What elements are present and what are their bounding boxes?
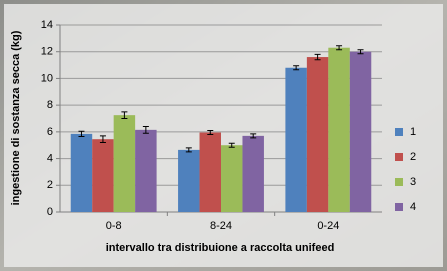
legend-label: 1 — [410, 126, 416, 138]
bar — [307, 57, 328, 212]
y-tick-label: 2 — [47, 179, 53, 191]
bar — [92, 139, 113, 212]
chart: ingestione di sostanza secca (kg) interv… — [0, 0, 447, 271]
legend-label: 2 — [410, 151, 416, 163]
bar — [285, 68, 306, 212]
x-tick-label: 8-24 — [210, 220, 232, 232]
bar — [242, 136, 263, 212]
bar — [71, 134, 92, 212]
legend-label: 4 — [410, 201, 416, 213]
x-axis-title: intervallo tra distribuione a raccolta u… — [106, 242, 335, 254]
y-tick-label: 14 — [41, 19, 53, 31]
y-tick-label: 12 — [41, 46, 53, 58]
bar — [221, 145, 242, 212]
y-tick-label: 6 — [47, 126, 53, 138]
bar — [328, 48, 349, 212]
bar — [114, 115, 135, 212]
bar — [135, 130, 156, 212]
bar — [350, 52, 371, 212]
y-tick-label: 10 — [41, 72, 53, 84]
page: ingestione di sostanza secca (kg) interv… — [0, 0, 447, 271]
legend-label: 3 — [410, 176, 416, 188]
x-tick-label: 0-24 — [317, 220, 339, 232]
bar — [178, 150, 199, 212]
legend-swatch — [395, 128, 403, 136]
legend-swatch — [395, 203, 403, 211]
y-tick-label: 4 — [47, 152, 53, 164]
y-tick-label: 0 — [47, 206, 53, 218]
legend-swatch — [395, 153, 403, 161]
y-axis-title: ingestione di sostanza secca (kg) — [10, 30, 22, 205]
legend-swatch — [395, 178, 403, 186]
bar — [200, 133, 221, 212]
y-tick-label: 8 — [47, 99, 53, 111]
x-tick-label: 0-8 — [106, 220, 122, 232]
